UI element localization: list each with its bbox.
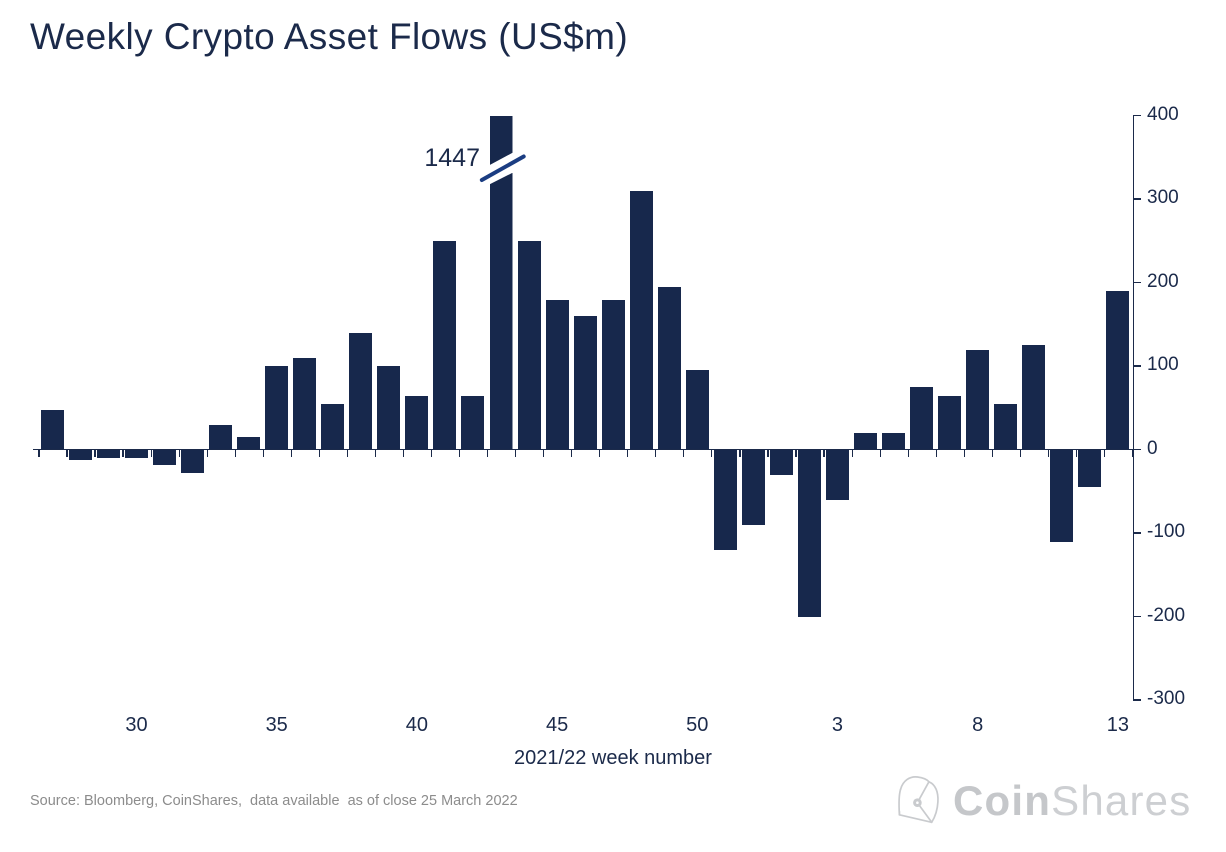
svg-text:CoinShares: CoinShares (953, 777, 1191, 824)
